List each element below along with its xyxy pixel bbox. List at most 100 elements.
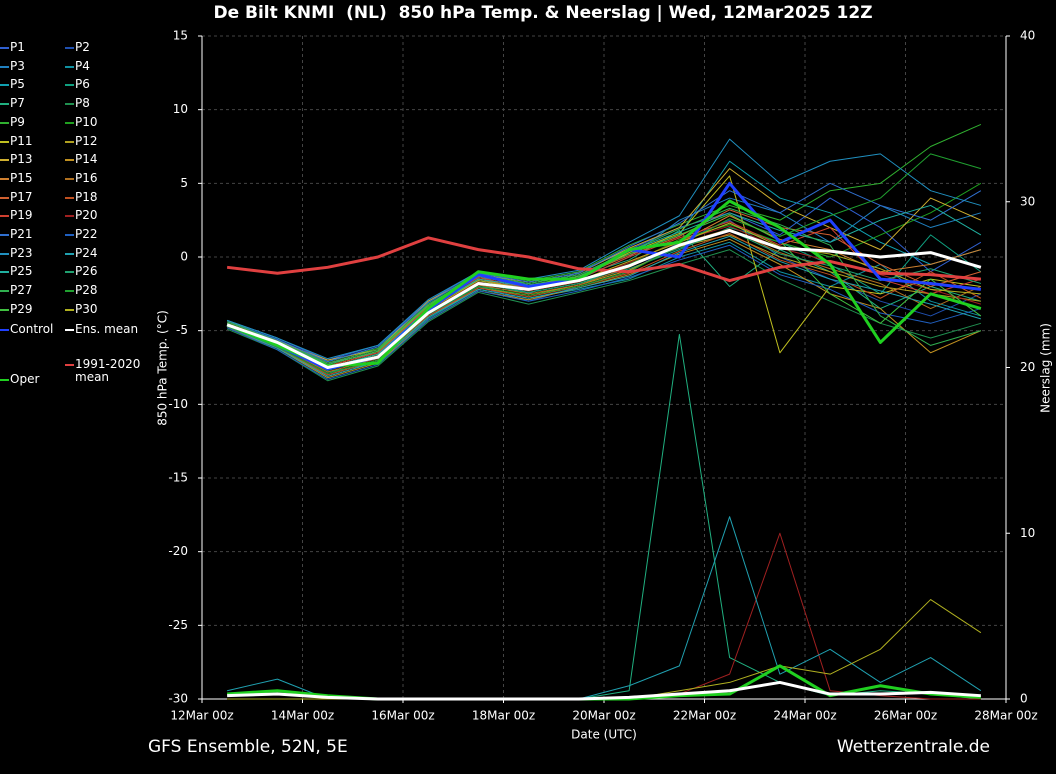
legend-entry: P20 bbox=[65, 209, 153, 222]
legend-label: P5 bbox=[10, 77, 25, 92]
chart-title: De Bilt KNMI (NL) 850 hPa Temp. & Neersl… bbox=[213, 3, 872, 23]
y2-tick-label: 30 bbox=[1020, 194, 1035, 208]
legend-label: P28 bbox=[75, 283, 98, 298]
legend-entry: P18 bbox=[65, 190, 153, 204]
legend-entry: P9 bbox=[0, 114, 88, 129]
legend-entry: Control bbox=[0, 323, 88, 336]
legend-label: P30 bbox=[75, 301, 98, 316]
legend-swatch bbox=[65, 271, 74, 274]
legend-swatch bbox=[65, 215, 74, 218]
temp-line bbox=[226, 235, 982, 377]
legend-entry: Oper bbox=[0, 373, 88, 386]
legend-label: P11 bbox=[10, 133, 33, 148]
legend-label: P27 bbox=[10, 283, 33, 298]
legend-entry: P28 bbox=[65, 284, 153, 297]
legend-entry: P11 bbox=[0, 133, 88, 148]
legend-label: P17 bbox=[10, 189, 33, 204]
legend-swatch bbox=[65, 65, 74, 68]
legend-swatch bbox=[65, 308, 74, 311]
legend-swatch bbox=[65, 177, 74, 180]
legend-label: P2 bbox=[75, 40, 90, 54]
x-axis-label: Date (UTC) bbox=[571, 728, 637, 742]
legend-entry: P12 bbox=[65, 134, 153, 148]
legend-entry: P24 bbox=[65, 246, 153, 260]
legend-swatch bbox=[0, 308, 9, 311]
footer-right: Wetterzentrale.de bbox=[837, 737, 990, 757]
x-tick-label: 16Mar 00z bbox=[371, 709, 434, 723]
legend-entry: P29 bbox=[0, 301, 88, 316]
legend-entry: P17 bbox=[0, 189, 88, 204]
legend-swatch bbox=[65, 290, 74, 293]
precip-line bbox=[227, 680, 981, 701]
legend-entry: P2 bbox=[65, 41, 153, 54]
legend-swatch bbox=[65, 329, 74, 331]
legend-entry: P1 bbox=[0, 41, 88, 54]
x-tick-label: 14Mar 00z bbox=[271, 709, 334, 723]
legend-entry: P27 bbox=[0, 284, 88, 297]
legend-label: P4 bbox=[75, 58, 90, 73]
legend-swatch bbox=[0, 290, 9, 293]
x-tick-label: 24Mar 00z bbox=[773, 709, 836, 723]
legend-entry: P6 bbox=[65, 78, 153, 91]
legend-swatch bbox=[0, 252, 9, 255]
legend-swatch bbox=[0, 215, 9, 218]
legend-swatch bbox=[0, 121, 9, 124]
legend-label: P20 bbox=[75, 208, 98, 223]
legend-label: P21 bbox=[10, 227, 33, 241]
legend-label: P14 bbox=[75, 152, 98, 167]
temp-line bbox=[226, 138, 982, 360]
legend-swatch bbox=[65, 47, 74, 49]
temp-line bbox=[226, 232, 982, 376]
temp-line bbox=[226, 168, 982, 361]
y-tick-label: -10 bbox=[168, 397, 188, 411]
legend-label: P22 bbox=[75, 227, 98, 241]
legend-entry: 1991-2020 mean bbox=[65, 358, 145, 384]
x-tick-label: 18Mar 00z bbox=[472, 709, 535, 723]
legend-label: P10 bbox=[75, 114, 98, 129]
legend-swatch bbox=[65, 140, 74, 143]
y-tick-label: 0 bbox=[180, 250, 188, 264]
legend-entry: P10 bbox=[65, 114, 153, 129]
y-axis-label: 850 hPa Temp. (°C) bbox=[156, 310, 170, 426]
legend-swatch bbox=[65, 103, 74, 106]
legend-label: P23 bbox=[10, 245, 33, 260]
legend-swatch bbox=[0, 196, 9, 199]
legend-label: P15 bbox=[10, 170, 33, 185]
legend-swatch bbox=[0, 159, 9, 162]
legend-swatch bbox=[65, 159, 74, 162]
temp-line bbox=[226, 153, 982, 374]
y2-tick-label: 0 bbox=[1020, 692, 1028, 706]
y2-axis-label: Neerslag (mm) bbox=[1039, 323, 1053, 413]
y-tick-label: 15 bbox=[173, 29, 188, 43]
legend-swatch bbox=[0, 177, 9, 180]
x-tick-label: 12Mar 00z bbox=[170, 709, 233, 723]
legend-entry: P7 bbox=[0, 97, 88, 110]
legend-swatch bbox=[65, 196, 74, 199]
legend-entry: P19 bbox=[0, 209, 88, 222]
legend-swatch bbox=[0, 329, 9, 331]
legend-swatch bbox=[65, 252, 74, 255]
legend-label: Control bbox=[10, 322, 54, 336]
legend-entry: P14 bbox=[65, 153, 153, 166]
legend-entry: P16 bbox=[65, 171, 153, 185]
y2-tick-label: 40 bbox=[1020, 29, 1035, 43]
legend-label: Oper bbox=[10, 372, 40, 386]
legend-entry: P22 bbox=[65, 228, 153, 241]
legend-entry: P8 bbox=[65, 97, 153, 110]
legend-label: P3 bbox=[10, 58, 25, 73]
legend-entry: P3 bbox=[0, 58, 88, 73]
legend-label: P7 bbox=[10, 96, 25, 111]
legend-label: P29 bbox=[10, 301, 33, 316]
x-tick-label: 22Mar 00z bbox=[673, 709, 736, 723]
legend-swatch bbox=[65, 84, 74, 87]
x-tick-label: 26Mar 00z bbox=[874, 709, 937, 723]
legend-entry: P13 bbox=[0, 153, 88, 166]
legend-entry: P30 bbox=[65, 301, 153, 316]
legend-swatch bbox=[65, 121, 74, 124]
legend-entry: P21 bbox=[0, 228, 88, 241]
y2-tick-label: 20 bbox=[1020, 360, 1035, 374]
legend-label: P19 bbox=[10, 208, 33, 223]
legend-label: P9 bbox=[10, 114, 25, 129]
x-tick-label: 20Mar 00z bbox=[572, 709, 635, 723]
